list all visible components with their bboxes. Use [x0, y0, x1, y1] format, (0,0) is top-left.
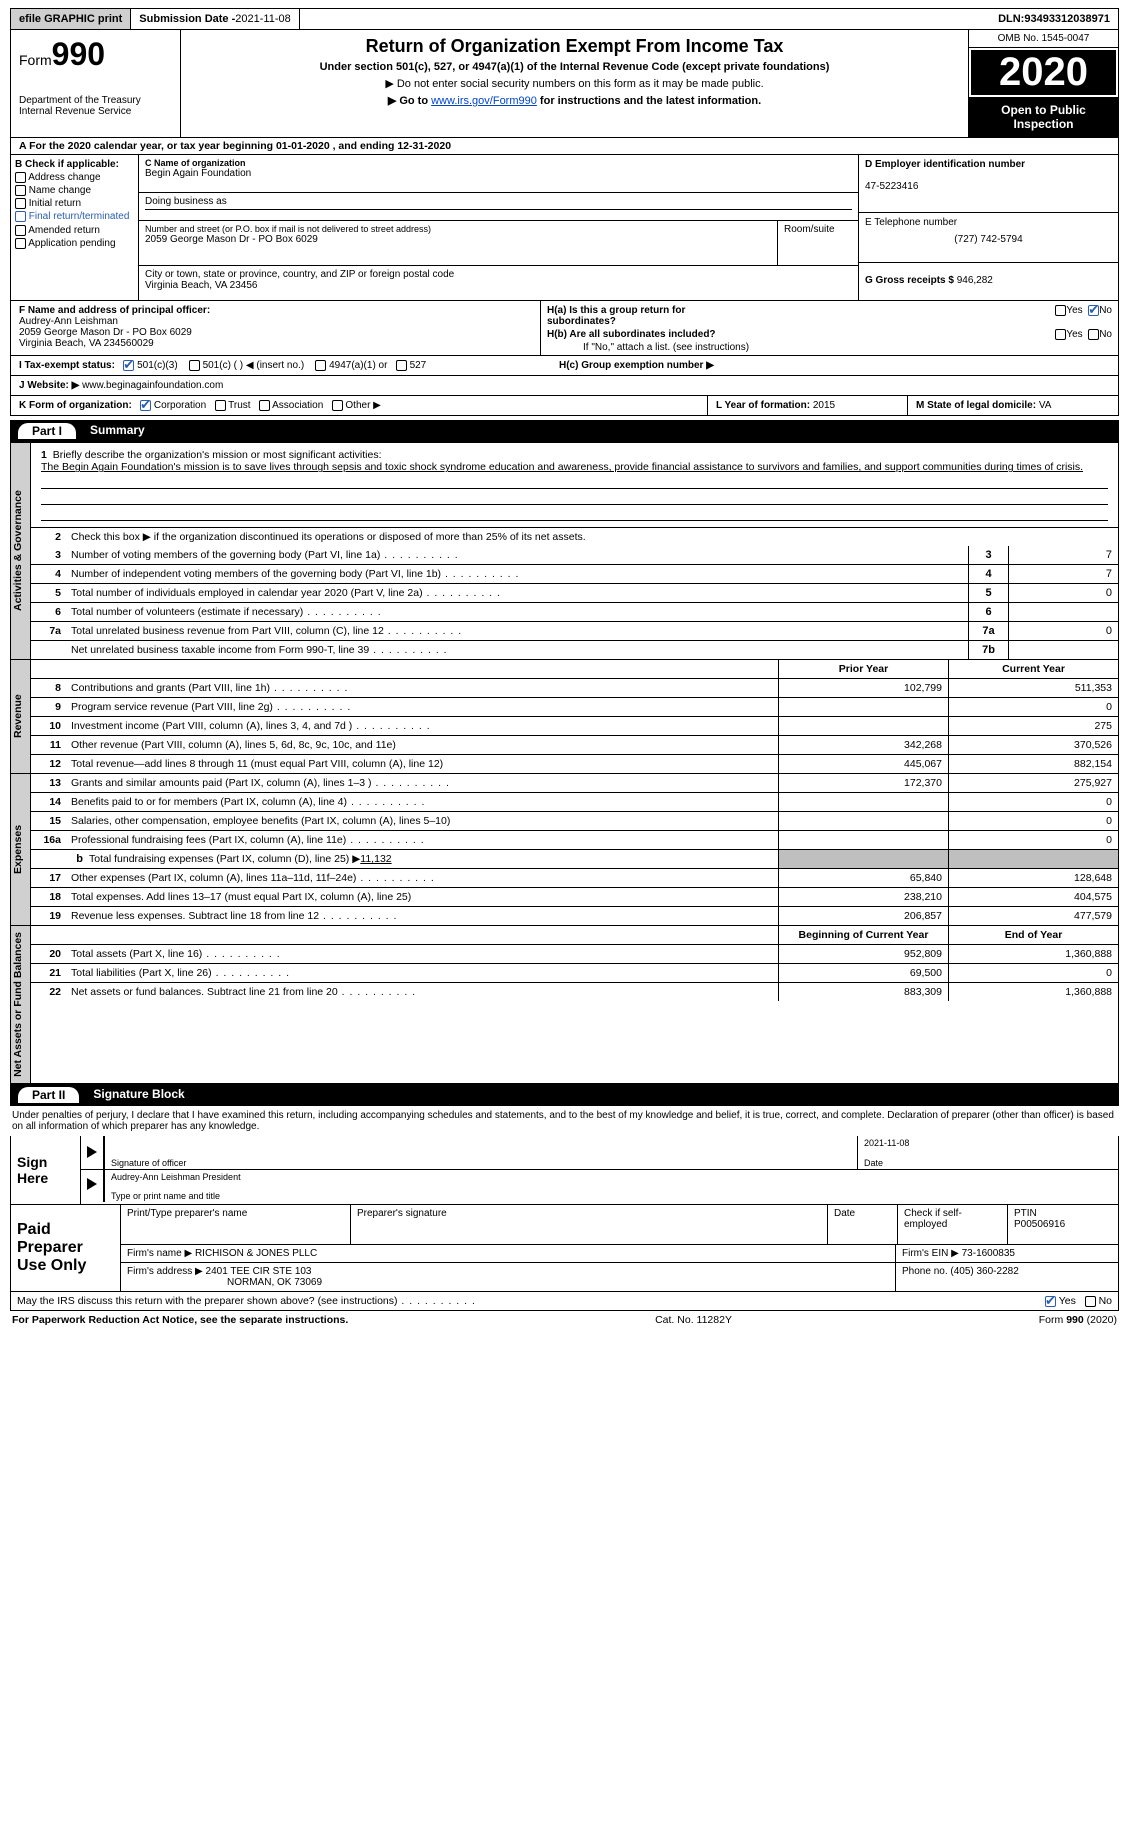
ein-cell: D Employer identification number47-52234…	[859, 155, 1118, 213]
net-assets-section: Net Assets or Fund Balances Beginning of…	[10, 926, 1119, 1084]
discuss-with-preparer: May the IRS discuss this return with the…	[10, 1292, 1119, 1311]
tax-year-range: A For the 2020 calendar year, or tax yea…	[10, 138, 1119, 155]
gross-receipts-cell: G Gross receipts $ 946,282	[859, 263, 1118, 293]
form-title: Return of Organization Exempt From Incom…	[191, 36, 958, 57]
form-header: Form990 Department of the TreasuryIntern…	[10, 30, 1119, 138]
tax-year: 2020	[971, 50, 1116, 95]
form-number: Form990	[19, 36, 172, 73]
perjury-declaration: Under penalties of perjury, I declare th…	[10, 1106, 1119, 1136]
signature-arrow-icon	[81, 1136, 105, 1169]
net-assets-tab: Net Assets or Fund Balances	[11, 926, 30, 1083]
group-exemption-hc: H(c) Group exemption number ▶	[559, 360, 1110, 371]
dba-cell: Doing business as	[139, 193, 858, 221]
efile-print[interactable]: efile GRAPHIC print	[11, 9, 131, 29]
address-cell: Number and street (or P.O. box if mail i…	[139, 221, 858, 266]
form-of-org-row: K Form of organization: Corporation Trus…	[10, 396, 1119, 416]
attach-list-note: If "No," attach a list. (see instruction…	[547, 342, 1112, 353]
ssn-warning: ▶ Do not enter social security numbers o…	[191, 77, 958, 90]
tax-status-website-row: I Tax-exempt status: 501(c)(3) 501(c) ( …	[10, 356, 1119, 376]
name-arrow-icon	[81, 1170, 105, 1202]
paid-preparer-label: Paid Preparer Use Only	[11, 1205, 121, 1291]
website-row: J Website: ▶ www.beginagainfoundation.co…	[10, 376, 1119, 396]
revenue-tab: Revenue	[11, 660, 30, 773]
city-cell: City or town, state or province, country…	[139, 266, 858, 300]
dept-treasury: Department of the TreasuryInternal Reven…	[19, 95, 172, 117]
check-if-applicable: B Check if applicable: Address change Na…	[11, 155, 139, 300]
expenses-section: Expenses 13Grants and similar amounts pa…	[10, 774, 1119, 926]
form-of-organization: K Form of organization: Corporation Trus…	[11, 396, 708, 415]
footer: For Paperwork Reduction Act Notice, see …	[10, 1311, 1119, 1329]
mission-block: 1 Briefly describe the organization's mi…	[31, 443, 1118, 527]
discontinued-check: Check this box ▶ if the organization dis…	[69, 528, 1118, 546]
year-formation: L Year of formation: 2015	[708, 396, 908, 415]
sign-here-label: Sign Here	[11, 1136, 81, 1204]
activities-gov-tab: Activities & Governance	[11, 443, 30, 659]
part1-header: Part ISummary	[10, 420, 1119, 442]
top-bar: efile GRAPHIC print Submission Date - 20…	[10, 8, 1119, 30]
state-domicile: M State of legal domicile: VA	[908, 396, 1118, 415]
expenses-tab: Expenses	[11, 774, 30, 925]
officer-group-block: F Name and address of principal officer:…	[10, 301, 1119, 356]
tax-exempt-status: I Tax-exempt status: 501(c)(3) 501(c) ( …	[19, 360, 559, 371]
principal-officer: F Name and address of principal officer:…	[11, 301, 541, 355]
revenue-section: Revenue Prior YearCurrent Year 8Contribu…	[10, 660, 1119, 774]
activities-governance-section: Activities & Governance 1 Briefly descri…	[10, 442, 1119, 660]
sign-here-block: Sign Here Signature of officer 2021-11-0…	[10, 1136, 1119, 1205]
omb-number: OMB No. 1545-0047	[969, 30, 1118, 48]
submission-date: Submission Date - 2021-11-08	[131, 9, 299, 29]
main-info-block: B Check if applicable: Address change Na…	[10, 155, 1119, 301]
fundraising-expenses: Total fundraising expenses (Part IX, col…	[87, 850, 778, 868]
instructions-link-row: ▶ Go to www.irs.gov/Form990 for instruct…	[191, 94, 958, 107]
org-name-cell: C Name of organization Begin Again Found…	[139, 155, 858, 193]
open-to-public: Open to Public Inspection	[969, 97, 1118, 137]
dln: DLN: 93493312038971	[990, 9, 1118, 29]
part2-header: Part IISignature Block	[10, 1084, 1119, 1106]
paid-preparer-block: Paid Preparer Use Only Print/Type prepar…	[10, 1205, 1119, 1292]
telephone-cell: E Telephone number(727) 742-5794	[859, 213, 1118, 263]
form990-link[interactable]: www.irs.gov/Form990	[431, 95, 537, 107]
group-return-ha: H(a) Is this a group return for subordin…	[547, 305, 1112, 327]
subtitle-section: Under section 501(c), 527, or 4947(a)(1)…	[191, 61, 958, 73]
subordinates-hb: H(b) Are all subordinates included? Yes …	[547, 329, 1112, 340]
